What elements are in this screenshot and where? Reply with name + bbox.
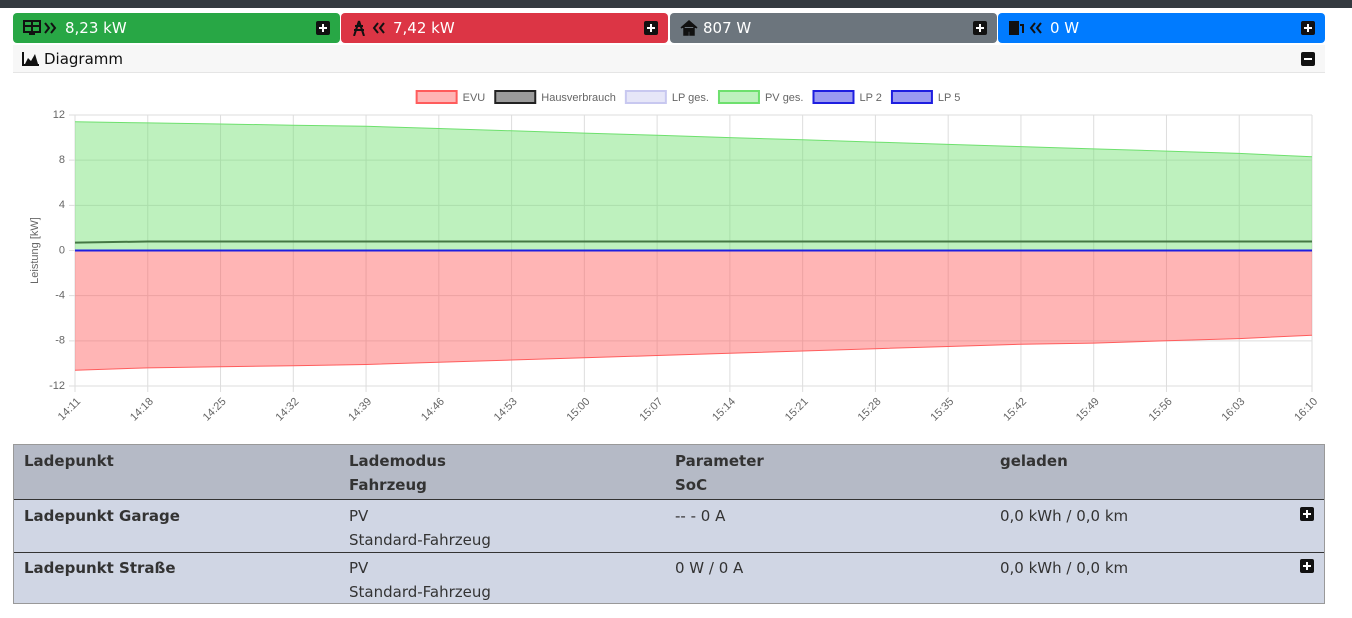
pv-button[interactable]: 8,23 kW [13,13,340,43]
legend-swatch [494,90,537,104]
td: 0,0 kWh / 0,0 km [1000,559,1129,577]
legend-label: PV ges. [765,92,804,104]
house-value: 807 W [703,19,752,37]
td: Standard-Fahrzeug [349,531,491,549]
th: Fahrzeug [349,476,427,494]
th: Parameter [675,452,764,470]
td: PV [349,507,369,525]
expand-icon[interactable] [1300,507,1314,521]
x-tick-label: 15:00 [565,396,593,424]
x-tick-label: 16:03 [1219,396,1247,424]
evu-value: 7,42 kW [393,19,455,37]
x-tick-label: 15:14 [710,396,738,424]
legend-label: LP 2 [859,92,881,104]
x-tick-label: 15:56 [1147,396,1175,424]
evu-button[interactable]: 7,42 kW [341,13,668,43]
x-tick-label: 15:21 [783,396,811,424]
line [74,121,1313,158]
expand-icon[interactable] [973,21,987,35]
house-button[interactable]: 807 W [670,13,997,43]
top-bar [0,0,1352,8]
x-tick-label: 14:11 [56,396,83,423]
legend: EVU Hausverbrauch LP ges. PV ges. LP 2 LP 5 [415,90,960,104]
x-tick-label: 16:10 [1292,396,1320,424]
expand-icon[interactable] [316,21,330,35]
card-title: Diagramm [44,50,124,68]
legend-swatch [717,90,760,104]
td: Ladepunkt Straße [24,559,176,577]
y-tick-label: -4 [55,290,65,302]
evu-icon [353,20,385,36]
td: Ladepunkt Garage [24,507,180,525]
y-tick-label: 8 [59,154,65,166]
x-tick-label: 15:07 [637,396,665,424]
y-tick-label: 4 [59,199,65,211]
legend-label: LP ges. [672,92,709,104]
row-divider [14,552,1324,553]
y-axis-label: Leistung [kW] [29,217,41,284]
line [74,334,1313,371]
x-tick-label: 15:28 [856,396,884,424]
x-tick-label: 14:46 [419,396,447,424]
x-tick-label: 15:35 [928,396,956,424]
td: -- - 0 A [675,507,726,525]
td: PV [349,559,369,577]
x-tick-label: 14:53 [492,396,520,424]
x-tick-label: 14:18 [128,396,156,424]
legend-label: Hausverbrauch [541,92,616,104]
legend-swatch [624,90,667,104]
collapse-icon[interactable] [1301,52,1315,66]
pv-icon [23,20,57,35]
card-header[interactable]: Diagramm [13,45,1325,73]
x-tick-label: 14:25 [201,396,229,424]
area [75,250,1312,371]
y-tick-label: 0 [59,244,65,256]
legend-label: LP 5 [938,92,960,104]
chart-icon [22,52,39,66]
th: geladen [1000,452,1068,470]
y-tick-label: -8 [55,335,65,347]
expand-icon[interactable] [644,21,658,35]
x-tick-label: 15:42 [1001,396,1029,424]
td: Standard-Fahrzeug [349,583,491,601]
legend-swatch [890,90,933,104]
td: 0,0 kWh / 0,0 km [1000,507,1129,525]
td: 0 W / 0 A [675,559,744,577]
expand-icon[interactable] [1301,21,1315,35]
th: SoC [675,476,708,494]
pv-value: 8,23 kW [65,19,127,37]
th: Ladepunkt [24,452,114,470]
legend-swatch [812,90,855,104]
x-tick-label: 15:49 [1074,396,1102,424]
line [74,240,1312,244]
y-tick-label: -12 [49,380,65,392]
y-tick-label: 12 [53,109,65,121]
battery-value: 0 W [1050,19,1080,37]
legend-label: EVU [463,92,486,104]
th: Lademodus [349,452,446,470]
battery-icon [1009,21,1042,35]
x-tick-label: 14:39 [346,396,374,424]
battery-button[interactable]: 0 W [998,13,1325,43]
legend-swatch [415,90,458,104]
expand-icon[interactable] [1300,559,1314,573]
house-icon [680,20,698,36]
table: Ladepunkt Lademodus Fahrzeug Parameter S… [13,444,1325,604]
table-header [14,445,1324,500]
area [75,121,1312,251]
x-tick-label: 14:32 [274,396,302,424]
chart: -12 -8 -4 0 4 8 12 14:11 14:18 14:25 14:32 14:39 14:… [29,90,1320,424]
